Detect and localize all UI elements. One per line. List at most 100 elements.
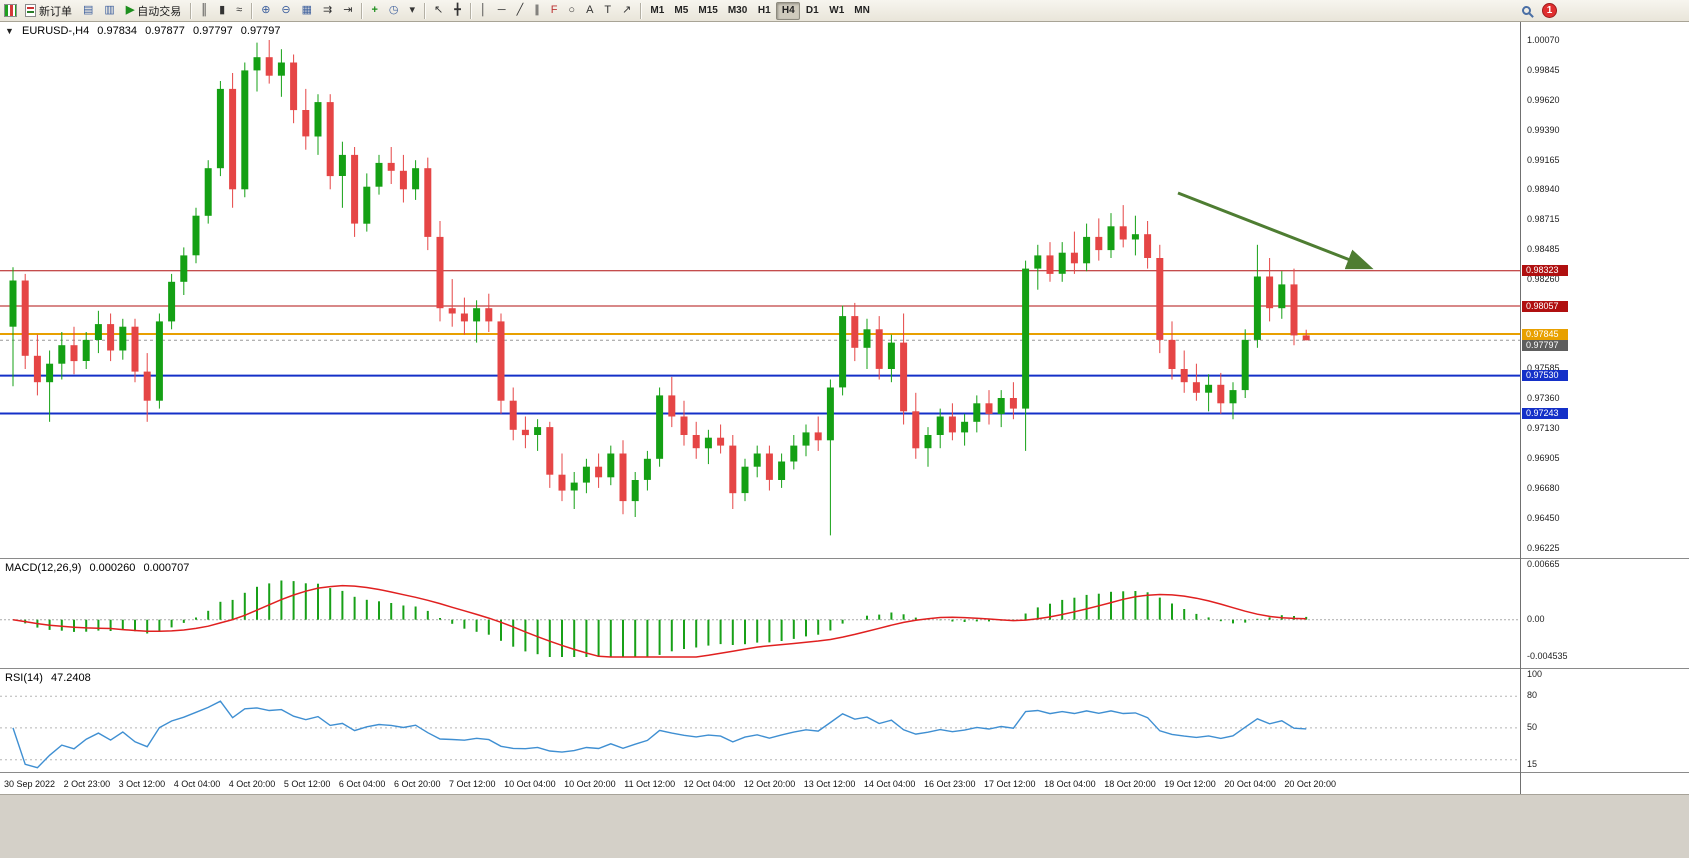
time-label: 7 Oct 12:00 — [449, 779, 496, 789]
channel-button[interactable]: ∥ — [529, 2, 545, 20]
periods-button[interactable]: ◷ — [384, 2, 404, 20]
auto-scroll-icon: ⇉ — [323, 4, 333, 16]
new-order-button[interactable]: 新订单 — [20, 2, 77, 20]
time-label: 14 Oct 04:00 — [863, 779, 916, 789]
macd-value: 0.000260 — [89, 562, 136, 574]
price-marker: 0.97845 — [1522, 328, 1568, 340]
price-marker: 0.97797 — [1522, 339, 1568, 351]
timeframe-button[interactable]: H1 — [752, 2, 776, 20]
bar-chart-button[interactable]: ║ — [195, 2, 213, 20]
zoom-out-button[interactable]: ⊖ — [276, 2, 295, 20]
time-label: 12 Oct 20:00 — [743, 779, 796, 789]
candlestick-plot[interactable] — [0, 22, 1520, 558]
ohlc-open: 0.97834 — [97, 25, 138, 37]
time-label: 30 Sep 2022 — [4, 779, 56, 789]
autotrade-button[interactable]: ▶ 自动交易 — [121, 2, 186, 20]
bar-chart-icon: ║ — [200, 4, 209, 16]
tile-windows-icon: ▦ — [301, 4, 313, 16]
search-button[interactable] — [1517, 2, 1536, 20]
text-label-button[interactable]: T — [599, 2, 616, 20]
indicators-button[interactable]: + — [366, 2, 382, 20]
toolbar-separator — [361, 2, 363, 19]
vertical-line-button[interactable]: │ — [475, 2, 492, 20]
axis-tick: 0.00665 — [1527, 559, 1560, 569]
price-pane[interactable]: ▼ EURUSD-,H4 0.97834 0.97877 0.97797 0.9… — [0, 22, 1689, 558]
timeframe-button[interactable]: W1 — [824, 2, 849, 20]
rsi-pane[interactable]: RSI(14) 47.2408 — [0, 668, 1689, 772]
macd-pane[interactable]: MACD(12,26,9) 0.000260 0.000707 — [0, 558, 1689, 668]
text-button[interactable]: A — [581, 2, 598, 20]
timeframe-button[interactable]: M30 — [723, 2, 752, 20]
axis-tick: 0.97585 — [1527, 363, 1560, 374]
candlestick-chart-button[interactable]: ▮ — [214, 2, 230, 20]
candlestick-chart-icon: ▮ — [219, 4, 226, 16]
crosshair-button[interactable]: ╋ — [449, 2, 466, 20]
line-chart-button[interactable]: ≈ — [231, 2, 247, 20]
line-chart-icon: ≈ — [236, 4, 243, 16]
chart-header: ▼ EURUSD-,H4 0.97834 0.97877 0.97797 0.9… — [5, 25, 286, 37]
cursor-button[interactable]: ↖ — [429, 2, 448, 20]
notification-badge[interactable]: 1 — [1542, 3, 1557, 18]
data-window-icon: ▥ — [104, 4, 115, 16]
macd-signal-value: 0.000707 — [143, 562, 190, 574]
time-label: 2 Oct 23:00 — [63, 779, 111, 789]
autotrade-label: 自动交易 — [137, 5, 182, 18]
text-label-icon: T — [604, 4, 612, 16]
axis-tick: 15 — [1527, 759, 1538, 769]
timeframe-button[interactable]: M15 — [693, 2, 722, 20]
toolbar-separator — [251, 2, 253, 19]
axis-tick: 100 — [1527, 669, 1543, 679]
chart-shift-button[interactable]: ⇥ — [338, 2, 357, 20]
trendline-icon: ╱ — [516, 4, 524, 16]
fibonacci-button[interactable]: F — [546, 2, 563, 20]
rsi-label: RSI(14) — [5, 672, 43, 684]
rsi-plot[interactable] — [0, 669, 1520, 772]
time-label: 4 Oct 20:00 — [228, 779, 276, 789]
arrows-button[interactable]: ↗ — [617, 2, 636, 20]
macd-plot[interactable] — [0, 559, 1520, 668]
axis-tick: 50 — [1527, 721, 1538, 732]
horizontal-line-icon: ─ — [497, 4, 506, 16]
collapse-icon[interactable]: ▼ — [5, 26, 14, 36]
trendline-button[interactable]: ╱ — [512, 2, 529, 20]
axis-tick: 80 — [1527, 690, 1538, 701]
data-window-button[interactable]: ▥ — [99, 2, 119, 20]
time-label: 16 Oct 23:00 — [923, 779, 976, 789]
toolbar-separator — [640, 2, 642, 19]
time-axis[interactable]: 30 Sep 2022 2 Oct 23:00 3 Oct 12:00 4 Oct 0… — [0, 772, 1689, 794]
toolbar-separator — [424, 2, 426, 19]
chart-window: ▼ EURUSD-,H4 0.97834 0.97877 0.97797 0.9… — [0, 22, 1689, 858]
timeframe-button[interactable]: MN — [849, 2, 875, 20]
market-watch-button[interactable]: ▤ — [78, 2, 98, 20]
shapes-button[interactable]: ○ — [563, 2, 580, 20]
auto-scroll-button[interactable]: ⇉ — [318, 2, 337, 20]
timeframe-button[interactable]: M1 — [645, 2, 669, 20]
axis-tick: 0.99845 — [1527, 64, 1560, 75]
text-icon: A — [586, 4, 594, 16]
price-marker: 0.98057 — [1522, 300, 1568, 312]
time-label: 10 Oct 20:00 — [564, 779, 616, 789]
axis-tick: 0.99165 — [1527, 154, 1560, 165]
axis-tick: 0.98485 — [1527, 244, 1560, 255]
axis-tick: 0.97130 — [1527, 423, 1560, 434]
templates-button[interactable]: ▾ — [405, 2, 421, 20]
timeframe-button[interactable]: D1 — [800, 2, 824, 20]
search-icon — [1522, 6, 1531, 15]
axis-tick: 0.96905 — [1527, 453, 1560, 464]
window-bottom — [0, 794, 1689, 858]
horizontal-line-button[interactable]: ─ — [493, 2, 511, 20]
tile-windows-button[interactable]: ▦ — [297, 2, 317, 20]
timeframe-button[interactable]: M5 — [669, 2, 693, 20]
timeframe-button[interactable]: H4 — [776, 1, 801, 20]
time-label: 18 Oct 04:00 — [1044, 779, 1096, 789]
axis-tick: -0.004535 — [1527, 651, 1568, 661]
time-label: 5 Oct 12:00 — [283, 779, 331, 789]
ohlc-high: 0.97877 — [145, 25, 185, 37]
price-axis[interactable]: 1.00070 0.99845 0.99620 0.99390 0.99165 0.989… — [1521, 22, 1689, 794]
zoom-in-button[interactable]: ⊕ — [256, 2, 275, 20]
symbol-period-label: EURUSD-,H4 — [21, 25, 90, 37]
axis-tick: 0.99620 — [1527, 94, 1560, 105]
autotrade-icon: ▶ — [125, 4, 135, 16]
time-label: 4 Oct 04:00 — [173, 779, 221, 789]
chevron-down-icon: ▾ — [409, 4, 416, 16]
